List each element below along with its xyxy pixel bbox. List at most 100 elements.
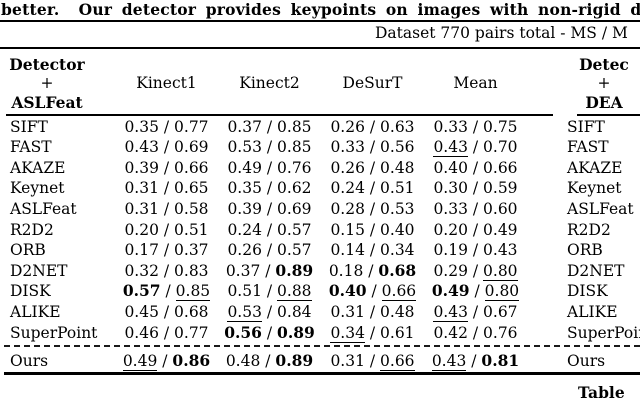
metric-value: 0.18 xyxy=(328,261,364,280)
table-body: SIFT 0.35 / 0.77 0.37 / 0.85 0.26 / 0.63 0.3… xyxy=(6,117,553,372)
metric-cell: 0.24 / 0.57 xyxy=(218,220,321,241)
metric-value: 0.59 xyxy=(483,179,518,198)
table-row: Keynet 0.31 / 0.65 0.35 / 0.62 0.24 / 0.51 0… xyxy=(6,178,553,199)
metric-value: 0.63 xyxy=(380,117,415,136)
metric-cell: 0.33 / 0.56 xyxy=(321,137,424,158)
table-row: SIFT 0.35 / 0.77 0.37 / 0.85 0.26 / 0.63 0.3… xyxy=(6,117,553,138)
slash-separator: / xyxy=(364,220,381,239)
metric-value: 0.26 xyxy=(330,158,365,177)
header-separator-rule xyxy=(6,114,553,116)
metric-value: 0.49 xyxy=(431,281,470,301)
slash-separator: / xyxy=(261,199,278,218)
slash-separator: / xyxy=(364,199,381,218)
metric-value: 0.46 xyxy=(124,323,159,342)
detector-name: FAST xyxy=(567,138,609,157)
metric-value: 0.48 xyxy=(380,158,415,177)
column-header-desurt: DeSurT xyxy=(342,74,403,92)
metric-value: 0.37 xyxy=(174,241,209,260)
detector-name: Ours xyxy=(10,351,49,370)
metric-value: 0.40 xyxy=(433,158,468,177)
metric-cell: 0.14 / 0.34 xyxy=(321,240,424,261)
metric-value: 0.88 xyxy=(277,282,312,302)
metric-cell: 0.20 / 0.51 xyxy=(115,220,218,241)
table-body: SIFT FAST AKAZE Keynet ASLFeat R2D2 ORB D2NET DI… xyxy=(563,117,640,372)
detector-name: Keynet xyxy=(567,179,622,198)
metric-value: 0.31 xyxy=(330,302,365,321)
horizontal-rule-top xyxy=(0,20,640,22)
table-row: ORB xyxy=(563,240,640,261)
metric-cell: 0.33 / 0.60 xyxy=(424,199,527,220)
metric-value: 0.26 xyxy=(227,241,262,260)
metric-value: 0.49 xyxy=(227,158,262,177)
metric-value: 0.14 xyxy=(330,241,365,260)
slash-separator: / xyxy=(364,138,381,157)
metric-value: 0.34 xyxy=(330,323,365,343)
slash-separator: / xyxy=(467,220,484,239)
detector-name: FAST xyxy=(10,138,52,157)
metric-cell: 0.35 / 0.62 xyxy=(218,178,321,199)
metric-value: 0.89 xyxy=(275,260,314,280)
slash-separator: / xyxy=(260,261,276,280)
metric-value: 0.51 xyxy=(227,282,262,301)
metric-value: 0.89 xyxy=(275,350,314,370)
table-row: SuperPoint 0.46 / 0.77 0.56 / 0.89 0.34 / 0… xyxy=(6,323,553,344)
metric-value: 0.33 xyxy=(433,117,468,136)
detector-column-header: Detector + ASLFeat xyxy=(6,55,88,112)
header-descriptor-label: DEA xyxy=(585,92,623,112)
metric-value: 0.37 xyxy=(227,117,262,136)
metric-cell: 0.49 / 0.86 xyxy=(115,351,218,372)
metric-value: 0.69 xyxy=(277,199,312,218)
metric-cell: 0.53 / 0.85 xyxy=(218,137,321,158)
metric-cell: 0.40 / 0.66 xyxy=(321,281,424,302)
metric-cell: 0.18 / 0.68 xyxy=(321,261,424,282)
metric-value: 0.42 xyxy=(433,323,468,342)
detector-name: ALIKE xyxy=(567,302,618,321)
metric-value: 0.84 xyxy=(277,302,312,321)
metric-value: 0.45 xyxy=(124,302,159,321)
slash-separator: / xyxy=(467,302,484,321)
slash-separator: / xyxy=(363,261,379,280)
detector-name: Keynet xyxy=(10,179,65,198)
metric-cell: 0.39 / 0.66 xyxy=(115,158,218,179)
metric-cell: 0.51 / 0.88 xyxy=(218,281,321,302)
slash-separator: / xyxy=(158,220,175,239)
metric-value: 0.56 xyxy=(224,322,262,342)
metric-value: 0.37 xyxy=(225,261,261,280)
table-row: R2D2 0.20 / 0.51 0.24 / 0.57 0.15 / 0.40 0.2… xyxy=(6,220,553,241)
metric-value: 0.39 xyxy=(124,158,159,177)
horizontal-rule-bottom xyxy=(4,372,640,375)
metric-cell: 0.20 / 0.49 xyxy=(424,220,527,241)
metric-cell: 0.56 / 0.89 xyxy=(218,323,321,344)
table-header-row: Detector + ASLFeat Kinect1 Kinect2 DeSur… xyxy=(6,52,553,114)
metric-value: 0.68 xyxy=(378,260,417,280)
table-row: ASLFeat xyxy=(563,199,640,220)
metric-cell: 0.46 / 0.77 xyxy=(115,323,218,344)
metric-cell: 0.43 / 0.70 xyxy=(424,137,527,158)
detector-name: ASLFeat xyxy=(567,199,634,218)
metric-cell: 0.57 / 0.85 xyxy=(115,281,218,302)
slash-separator: / xyxy=(158,199,175,218)
metric-value: 0.29 xyxy=(433,261,468,280)
metric-cell: 0.17 / 0.37 xyxy=(115,240,218,261)
metric-value: 0.86 xyxy=(172,350,211,370)
metric-cell: 0.35 / 0.77 xyxy=(115,117,218,138)
metric-value: 0.34 xyxy=(380,241,415,260)
slash-separator: / xyxy=(158,179,175,198)
slash-separator: / xyxy=(364,158,381,177)
results-table-aslfeat: Detector + ASLFeat Kinect1 Kinect2 DeSur… xyxy=(6,52,553,371)
metric-value: 0.20 xyxy=(433,220,468,239)
detector-name: D2NET xyxy=(567,261,625,280)
detector-name: R2D2 xyxy=(10,220,54,239)
metric-value: 0.80 xyxy=(484,282,520,302)
metric-value: 0.85 xyxy=(277,138,312,157)
slash-separator: / xyxy=(160,282,176,301)
slash-separator: / xyxy=(467,158,484,177)
metric-value: 0.33 xyxy=(330,138,365,157)
table-row: FAST 0.43 / 0.69 0.53 / 0.85 0.33 / 0.56 0.4… xyxy=(6,137,553,158)
metric-value: 0.40 xyxy=(380,220,415,239)
metric-value: 0.57 xyxy=(277,241,312,260)
table-row: FAST xyxy=(563,137,640,158)
table-row: DISK 0.57 / 0.85 0.51 / 0.88 0.40 / 0.66 0.4… xyxy=(6,281,553,302)
metric-cell: 0.49 / 0.80 xyxy=(424,281,527,302)
metric-value: 0.28 xyxy=(330,199,365,218)
